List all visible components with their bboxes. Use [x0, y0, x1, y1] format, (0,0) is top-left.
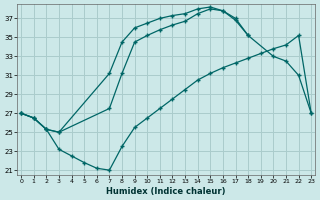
- X-axis label: Humidex (Indice chaleur): Humidex (Indice chaleur): [107, 187, 226, 196]
